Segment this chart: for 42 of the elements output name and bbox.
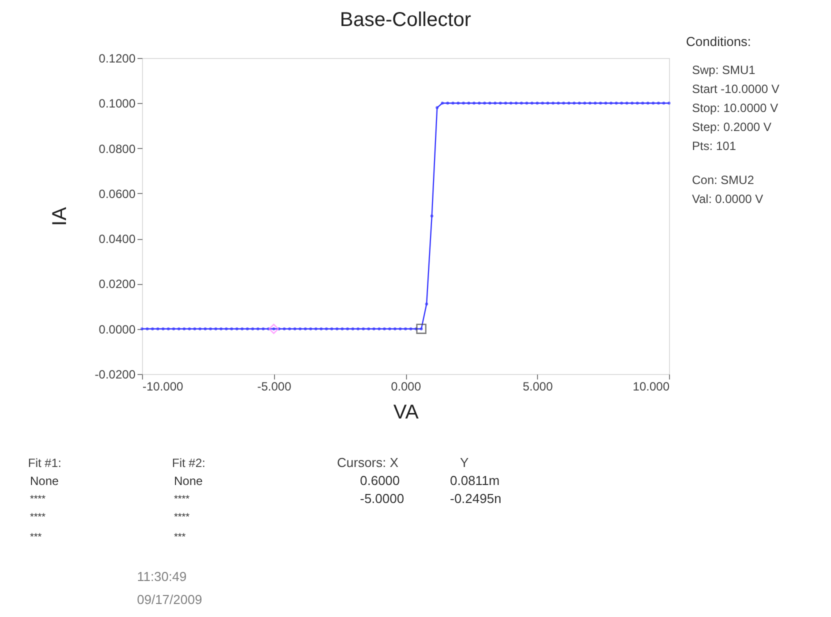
text: Swp: SMU1 [692,63,756,77]
text: None [30,474,60,488]
y-tick-label: 0.0400 [98,232,136,246]
text: -0.2495n [450,491,502,506]
y-tick-label: 0.1200 [98,52,136,66]
text: Stop: 10.0000 V [692,101,778,115]
text: Y [460,455,469,470]
text: Conditions: [686,34,752,49]
text: Cursors: X [337,455,399,470]
y-tick-label: 0.0600 [98,186,136,201]
text: **** [174,494,190,505]
x-axis-title: VA [393,402,420,424]
text: Fit #2: [172,456,206,470]
y-tick-label: 0.0800 [98,142,136,156]
x-tick-label: 10.000 [632,380,670,394]
text: -5.0000 [360,491,404,506]
x-tick-label: 5.000 [522,380,554,394]
y-tick-label: 0.1000 [98,96,136,111]
text: 09/17/2009 [137,592,202,607]
text: Step: 0.2000 V [692,120,772,134]
text: *** [174,532,186,543]
text: Fit #1: [28,456,62,470]
x-tick-label: 0.000 [390,380,422,394]
chart-title: Base-Collector [340,9,472,31]
y-tick-label: 0.0000 [98,322,136,336]
x-tick-label: -10.000 [142,380,184,394]
text: **** [174,512,190,523]
text: Con: SMU2 [692,173,754,187]
text: None [174,474,204,488]
y-tick-label: -0.0200 [94,368,136,382]
text: Val: 0.0000 V [692,192,764,206]
y-axis-title: IA [48,206,71,226]
text: 0.0811m [450,473,500,488]
text: **** [30,512,46,523]
text: 11:30:49 [137,569,187,584]
text: 0.6000 [360,473,400,488]
text: *** [30,532,42,543]
y-tick-label: 0.0200 [98,277,136,292]
text: **** [30,494,46,505]
text: Pts: 101 [692,139,736,153]
x-tick-label: -5.000 [257,380,292,394]
text: Start -10.0000 V [692,82,780,96]
